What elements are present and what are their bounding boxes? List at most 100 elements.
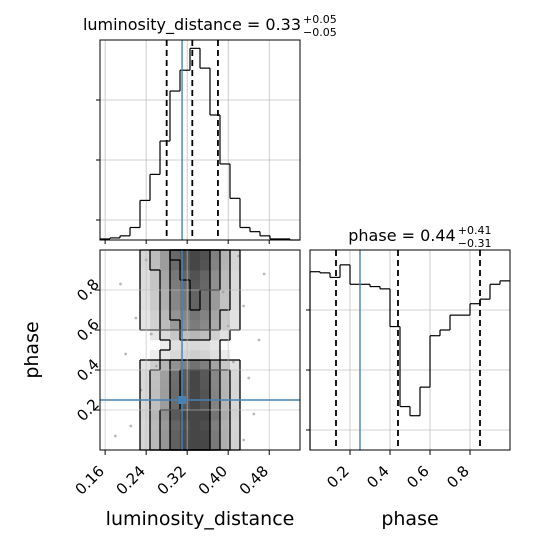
density-cell <box>140 360 151 371</box>
density-cell <box>200 430 211 441</box>
density-cell <box>210 360 221 371</box>
density-cell <box>180 310 191 321</box>
density-gridlines <box>100 250 300 450</box>
density-cell <box>160 340 171 351</box>
phase-y-tick-label-0: 0.2 <box>73 395 103 425</box>
density-cell <box>170 290 181 301</box>
density-cell <box>190 430 201 441</box>
phase-y-ticks: 0.2 0.4 0.6 0.8 <box>73 275 103 425</box>
density-cell <box>200 370 211 381</box>
density-cell <box>230 400 241 411</box>
density-cell <box>160 380 171 391</box>
density-cell <box>150 280 161 291</box>
density-cell <box>140 440 151 451</box>
density-cell <box>160 390 171 401</box>
lum-histogram <box>99 47 300 241</box>
density-cell <box>190 270 201 281</box>
density-cell <box>140 390 151 401</box>
density-cell <box>180 380 191 391</box>
density-cell <box>140 280 151 291</box>
density-cell <box>170 300 181 311</box>
density-cell <box>180 280 191 291</box>
density-cell <box>140 430 151 441</box>
lum-x-tick-label-2: 0.32 <box>154 462 190 498</box>
density-cell <box>160 440 171 451</box>
density-cell <box>150 290 161 301</box>
density-cell <box>180 330 191 341</box>
density-cell <box>200 360 211 371</box>
lum-axis-label: luminosity_distance <box>106 508 295 530</box>
density-cell <box>210 350 221 361</box>
density-cell <box>210 250 221 261</box>
density-cell <box>160 350 171 361</box>
density-cell <box>200 390 211 401</box>
density-cell <box>210 410 221 421</box>
density-cell <box>220 330 231 341</box>
density-cell <box>160 260 171 271</box>
truth-marker <box>178 396 187 404</box>
density-cell <box>140 380 151 391</box>
density-cell <box>200 250 211 261</box>
density-cell <box>160 420 171 431</box>
density-cell <box>200 420 211 431</box>
density-cell <box>210 370 221 381</box>
density-cell <box>170 260 181 271</box>
density-cell <box>220 410 231 421</box>
density-cell <box>140 400 151 411</box>
density-cell <box>220 430 231 441</box>
density-cell <box>170 350 181 361</box>
density-cell <box>210 260 221 271</box>
phase-x-tick-label-2: 0.6 <box>403 462 433 492</box>
scatter-point-19 <box>221 290 225 294</box>
density-cell <box>170 430 181 441</box>
density-cell <box>200 340 211 351</box>
phase-title-minus: −0.31 <box>458 237 492 250</box>
lum-title-plus: +0.05 <box>303 13 337 26</box>
density-cell <box>230 280 241 291</box>
lum-x-tick-label-4: 0.48 <box>236 462 272 498</box>
density-cell <box>190 280 201 291</box>
density-cell <box>210 390 221 401</box>
density-cell <box>230 320 241 331</box>
density-cell <box>140 300 151 311</box>
phase-x-axis-label: phase <box>381 508 438 530</box>
density-cell <box>180 370 191 381</box>
density-cell <box>210 310 221 321</box>
density-cell <box>160 330 171 341</box>
density-cell <box>170 330 181 341</box>
density-cell <box>160 310 171 321</box>
scatter-point-4 <box>134 316 138 320</box>
truth-crosshair <box>100 250 300 450</box>
density-cell <box>230 290 241 301</box>
density-cell <box>230 300 241 311</box>
density-cell <box>190 420 201 431</box>
density-cell <box>180 270 191 281</box>
density-cell <box>180 300 191 311</box>
phase-x-tick-label-3: 0.8 <box>443 462 473 492</box>
density-cell <box>180 360 191 371</box>
phase-hist-ticks <box>306 309 310 431</box>
density-cell <box>200 400 211 411</box>
density-cell <box>170 440 181 451</box>
density-cell <box>190 320 201 331</box>
lum-quantile-lines <box>165 40 219 240</box>
density-cell <box>190 440 201 451</box>
density-cell <box>210 420 221 431</box>
density-cell <box>220 440 231 451</box>
density-cell <box>180 400 191 411</box>
density-cell <box>170 380 181 391</box>
density-cell <box>150 350 161 361</box>
phase-x-tick-label-0: 0.2 <box>323 462 353 492</box>
density-cell <box>230 420 241 431</box>
density-cell <box>220 390 231 401</box>
density-cell <box>230 410 241 421</box>
density-cell <box>190 310 201 321</box>
density-cell <box>190 340 201 351</box>
density-cell <box>160 400 171 411</box>
density-cell <box>220 400 231 411</box>
density-cell <box>210 430 221 441</box>
scatter-points <box>113 254 266 442</box>
density-cell <box>190 260 201 271</box>
density-cell <box>230 260 241 271</box>
